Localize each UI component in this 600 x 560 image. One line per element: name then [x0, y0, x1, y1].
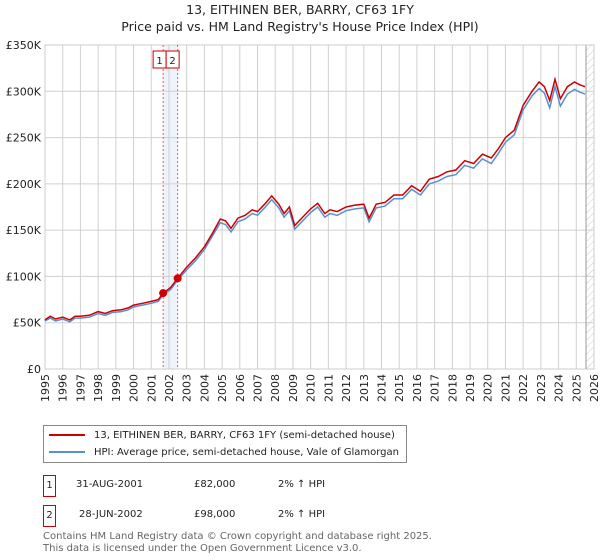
legend-label: 13, EITHINEN BER, BARRY, CF63 1FY (semi-…: [94, 429, 395, 441]
x-tick-label: 1995: [39, 374, 52, 402]
y-tick-label: £50K: [13, 317, 42, 330]
legend-swatch-blue: [49, 451, 85, 453]
property-price-line: [44, 76, 586, 321]
y-tick-label: £250K: [6, 132, 42, 145]
x-tick-label: 2017: [429, 374, 442, 402]
footer: Contains HM Land Registry data © Crown c…: [43, 531, 432, 555]
transaction-point: [173, 274, 182, 283]
transaction-hpi: 2% ↑ HPI: [278, 509, 326, 520]
chart-title: 13, EITHINEN BER, BARRY, CF63 1FY: [186, 2, 414, 17]
legend-item-property: 13, EITHINEN BER, BARRY, CF63 1FY (semi-…: [49, 427, 395, 443]
transaction-point: [159, 289, 168, 298]
y-tick-label: £150K: [6, 224, 42, 237]
x-tick-label: 2003: [181, 374, 194, 402]
x-tick-label: 2000: [128, 374, 141, 402]
y-tick-label: £0: [27, 363, 41, 376]
x-tick-label: 2004: [198, 374, 211, 402]
x-tick-label: 2019: [464, 374, 477, 402]
x-tick-label: 2001: [145, 374, 158, 402]
x-tick-label: 2023: [535, 374, 548, 402]
transaction-badge: 2: [43, 505, 56, 527]
x-tick-label: 1996: [57, 374, 70, 402]
x-tick-label: 2016: [411, 374, 424, 402]
legend-label: HPI: Average price, semi-detached house,…: [94, 446, 399, 458]
x-tick-label: 2026: [588, 374, 600, 402]
x-tick-label: 2014: [375, 374, 388, 402]
plot-frame: [44, 44, 595, 370]
y-tick-label: £350K: [6, 39, 42, 52]
price-chart: 1995 1996 1997 1998 1999 2000 2001 2002 2003 2004…: [6, 39, 600, 402]
hpi-line: [44, 83, 586, 323]
x-tick-label: 1997: [74, 374, 87, 402]
transaction-date: 31-AUG-2001: [76, 479, 144, 490]
x-tick-label: 2008: [269, 374, 282, 402]
x-tick-label: 2015: [393, 374, 406, 402]
footer-line: Contains HM Land Registry data © Crown c…: [43, 531, 432, 542]
x-tick-label: 1998: [92, 374, 105, 402]
x-tick-label: 2025: [570, 374, 583, 402]
transaction-band: [163, 45, 178, 369]
y-tick-label: £200K: [6, 178, 42, 191]
transaction-label: 2: [169, 56, 175, 67]
x-tick-label: 2012: [340, 374, 353, 402]
x-tick-label: 2007: [252, 374, 265, 402]
x-tick-label: 2013: [358, 374, 371, 402]
transaction-label: 1: [156, 56, 162, 67]
forecast-hatch: [586, 45, 594, 369]
transaction-hpi: 2% ↑ HPI: [278, 479, 326, 490]
x-tick-label: 2002: [163, 374, 176, 402]
transaction-badge: 1: [43, 475, 56, 497]
transaction-date: 28-JUN-2002: [79, 509, 143, 520]
transaction-label-box: [165, 50, 180, 69]
x-tick-label: 2024: [553, 374, 566, 402]
footer-line: This data is licensed under the Open Gov…: [43, 543, 362, 554]
y-tick-label: £300K: [6, 85, 42, 98]
y-tick-label: £100K: [6, 270, 42, 283]
legend-item-hpi: HPI: Average price, semi-detached house,…: [49, 444, 399, 460]
transaction-price: £82,000: [194, 479, 236, 490]
x-tick-label: 2010: [305, 374, 318, 402]
x-tick-label: 2020: [482, 374, 495, 402]
x-tick-label: 2005: [216, 374, 229, 402]
x-tick-label: 2021: [499, 374, 512, 402]
x-tick-label: 2022: [517, 374, 530, 402]
table-row: 1 31-AUG-2001 £82,000 2% ↑ HPI: [43, 475, 443, 497]
x-tick-label: 2006: [234, 374, 247, 402]
x-tick-label: 1999: [110, 374, 123, 402]
transaction-price: £98,000: [194, 509, 236, 520]
table-row: 2 28-JUN-2002 £98,000 2% ↑ HPI: [43, 505, 443, 527]
x-tick-label: 2018: [446, 374, 459, 402]
x-tick-label: 2009: [287, 374, 300, 402]
legend-swatch-red: [49, 434, 85, 436]
chart-subtitle: Price paid vs. HM Land Registry's House …: [121, 19, 479, 34]
legend: 13, EITHINEN BER, BARRY, CF63 1FY (semi-…: [43, 425, 407, 463]
x-tick-label: 2011: [322, 374, 335, 402]
